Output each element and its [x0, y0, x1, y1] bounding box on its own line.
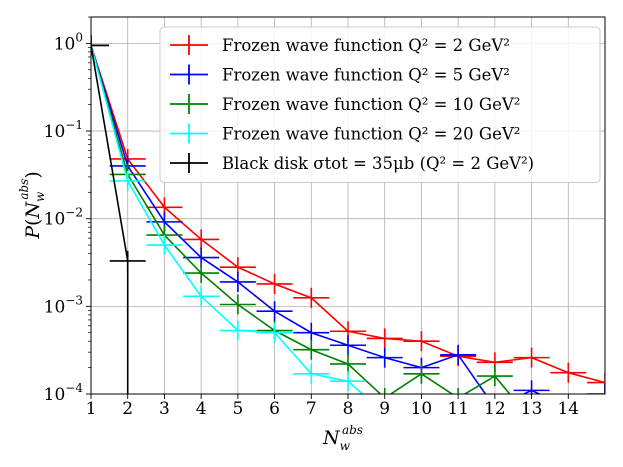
svg-text:Nwabs: Nwabs: [322, 423, 363, 453]
data-point: [219, 320, 256, 341]
x-tick-label: 7: [306, 399, 317, 419]
y-tick-label: 10−2: [44, 206, 83, 230]
data-point: [403, 331, 440, 352]
series-4: [91, 35, 366, 394]
data-point: [330, 335, 366, 356]
legend-entry: Frozen wave function Q² = 5 GeV²: [170, 64, 510, 85]
plot-area: [91, 35, 605, 394]
x-tick-label: 11: [447, 399, 469, 419]
data-point: [513, 347, 550, 368]
data-point: [256, 301, 293, 322]
data-point: [366, 328, 403, 349]
legend-entry: Frozen wave function Q² = 20 GeV²: [170, 123, 520, 144]
data-point: [293, 363, 330, 384]
y-tick-label: 10−3: [44, 293, 83, 317]
x-tick-label: 12: [484, 399, 506, 419]
data-point: [383, 388, 386, 394]
data-point: [550, 362, 587, 383]
data-point: [403, 363, 440, 384]
y-tick-label: 10−4: [44, 381, 84, 405]
y-tick-label: 100: [54, 30, 83, 54]
legend-entry: Black disk σtot = 35μb (Q² = 2 GeV²): [170, 153, 534, 173]
svg-text:P(Nwabs): P(Nwabs): [17, 171, 47, 240]
data-point: [293, 339, 330, 360]
data-point: [183, 286, 220, 307]
data-point: [109, 170, 146, 191]
x-tick-label: 2: [122, 399, 133, 419]
data-point: [476, 366, 513, 387]
y-tick-label: 10−1: [44, 118, 83, 142]
legend-entry: Frozen wave function Q² = 10 GeV²: [170, 94, 520, 114]
data-point: [513, 380, 550, 394]
legend-box: [159, 26, 601, 183]
y-axis-label: P(Nwabs): [17, 171, 47, 240]
axis-ticks: [86, 16, 569, 399]
legend-label: Frozen wave function Q² = 2 GeV²: [222, 36, 510, 55]
data-point: [183, 263, 220, 284]
x-tick-label: 1: [86, 399, 97, 419]
data-point: [457, 388, 459, 394]
data-point: [440, 344, 477, 365]
legend: Frozen wave function Q² = 2 GeV² Frozen w…: [159, 26, 601, 183]
legend-label: Frozen wave function Q² = 10 GeV²: [222, 95, 520, 114]
data-point: [256, 322, 293, 343]
x-axis-label: Nwabs: [322, 423, 363, 453]
x-tick-label: 13: [521, 399, 543, 419]
data-point: [146, 235, 183, 256]
data-point: [587, 372, 605, 393]
x-tick-label: 6: [269, 399, 280, 419]
legend-label: Frozen wave function Q² = 5 GeV²: [222, 66, 510, 85]
x-tick-label: 3: [159, 399, 170, 419]
data-point: [330, 371, 366, 392]
x-tick-label: 10: [411, 399, 433, 419]
x-tick-label: 14: [557, 399, 579, 419]
series-1: [91, 35, 605, 393]
data-point: [183, 229, 220, 250]
data-point: [256, 273, 293, 294]
data-point: [219, 271, 256, 292]
data-point: [219, 294, 256, 315]
series-5: [91, 35, 146, 394]
legend-label: Black disk σtot = 35μb (Q² = 2 GeV²): [222, 154, 534, 173]
legend-label: Frozen wave function Q² = 20 GeV²: [222, 125, 520, 144]
x-tick-label: 5: [232, 399, 243, 419]
x-tick-label: 9: [379, 399, 390, 419]
data-point: [91, 35, 109, 56]
x-tick-label: 8: [343, 399, 354, 419]
data-point: [366, 347, 403, 368]
x-tick-label: 4: [196, 399, 207, 419]
data-point: [293, 287, 330, 308]
legend-entry: Frozen wave function Q² = 2 GeV²: [170, 35, 510, 55]
data-point: [330, 353, 366, 374]
data-point: [293, 322, 330, 343]
data-point: [109, 250, 146, 271]
